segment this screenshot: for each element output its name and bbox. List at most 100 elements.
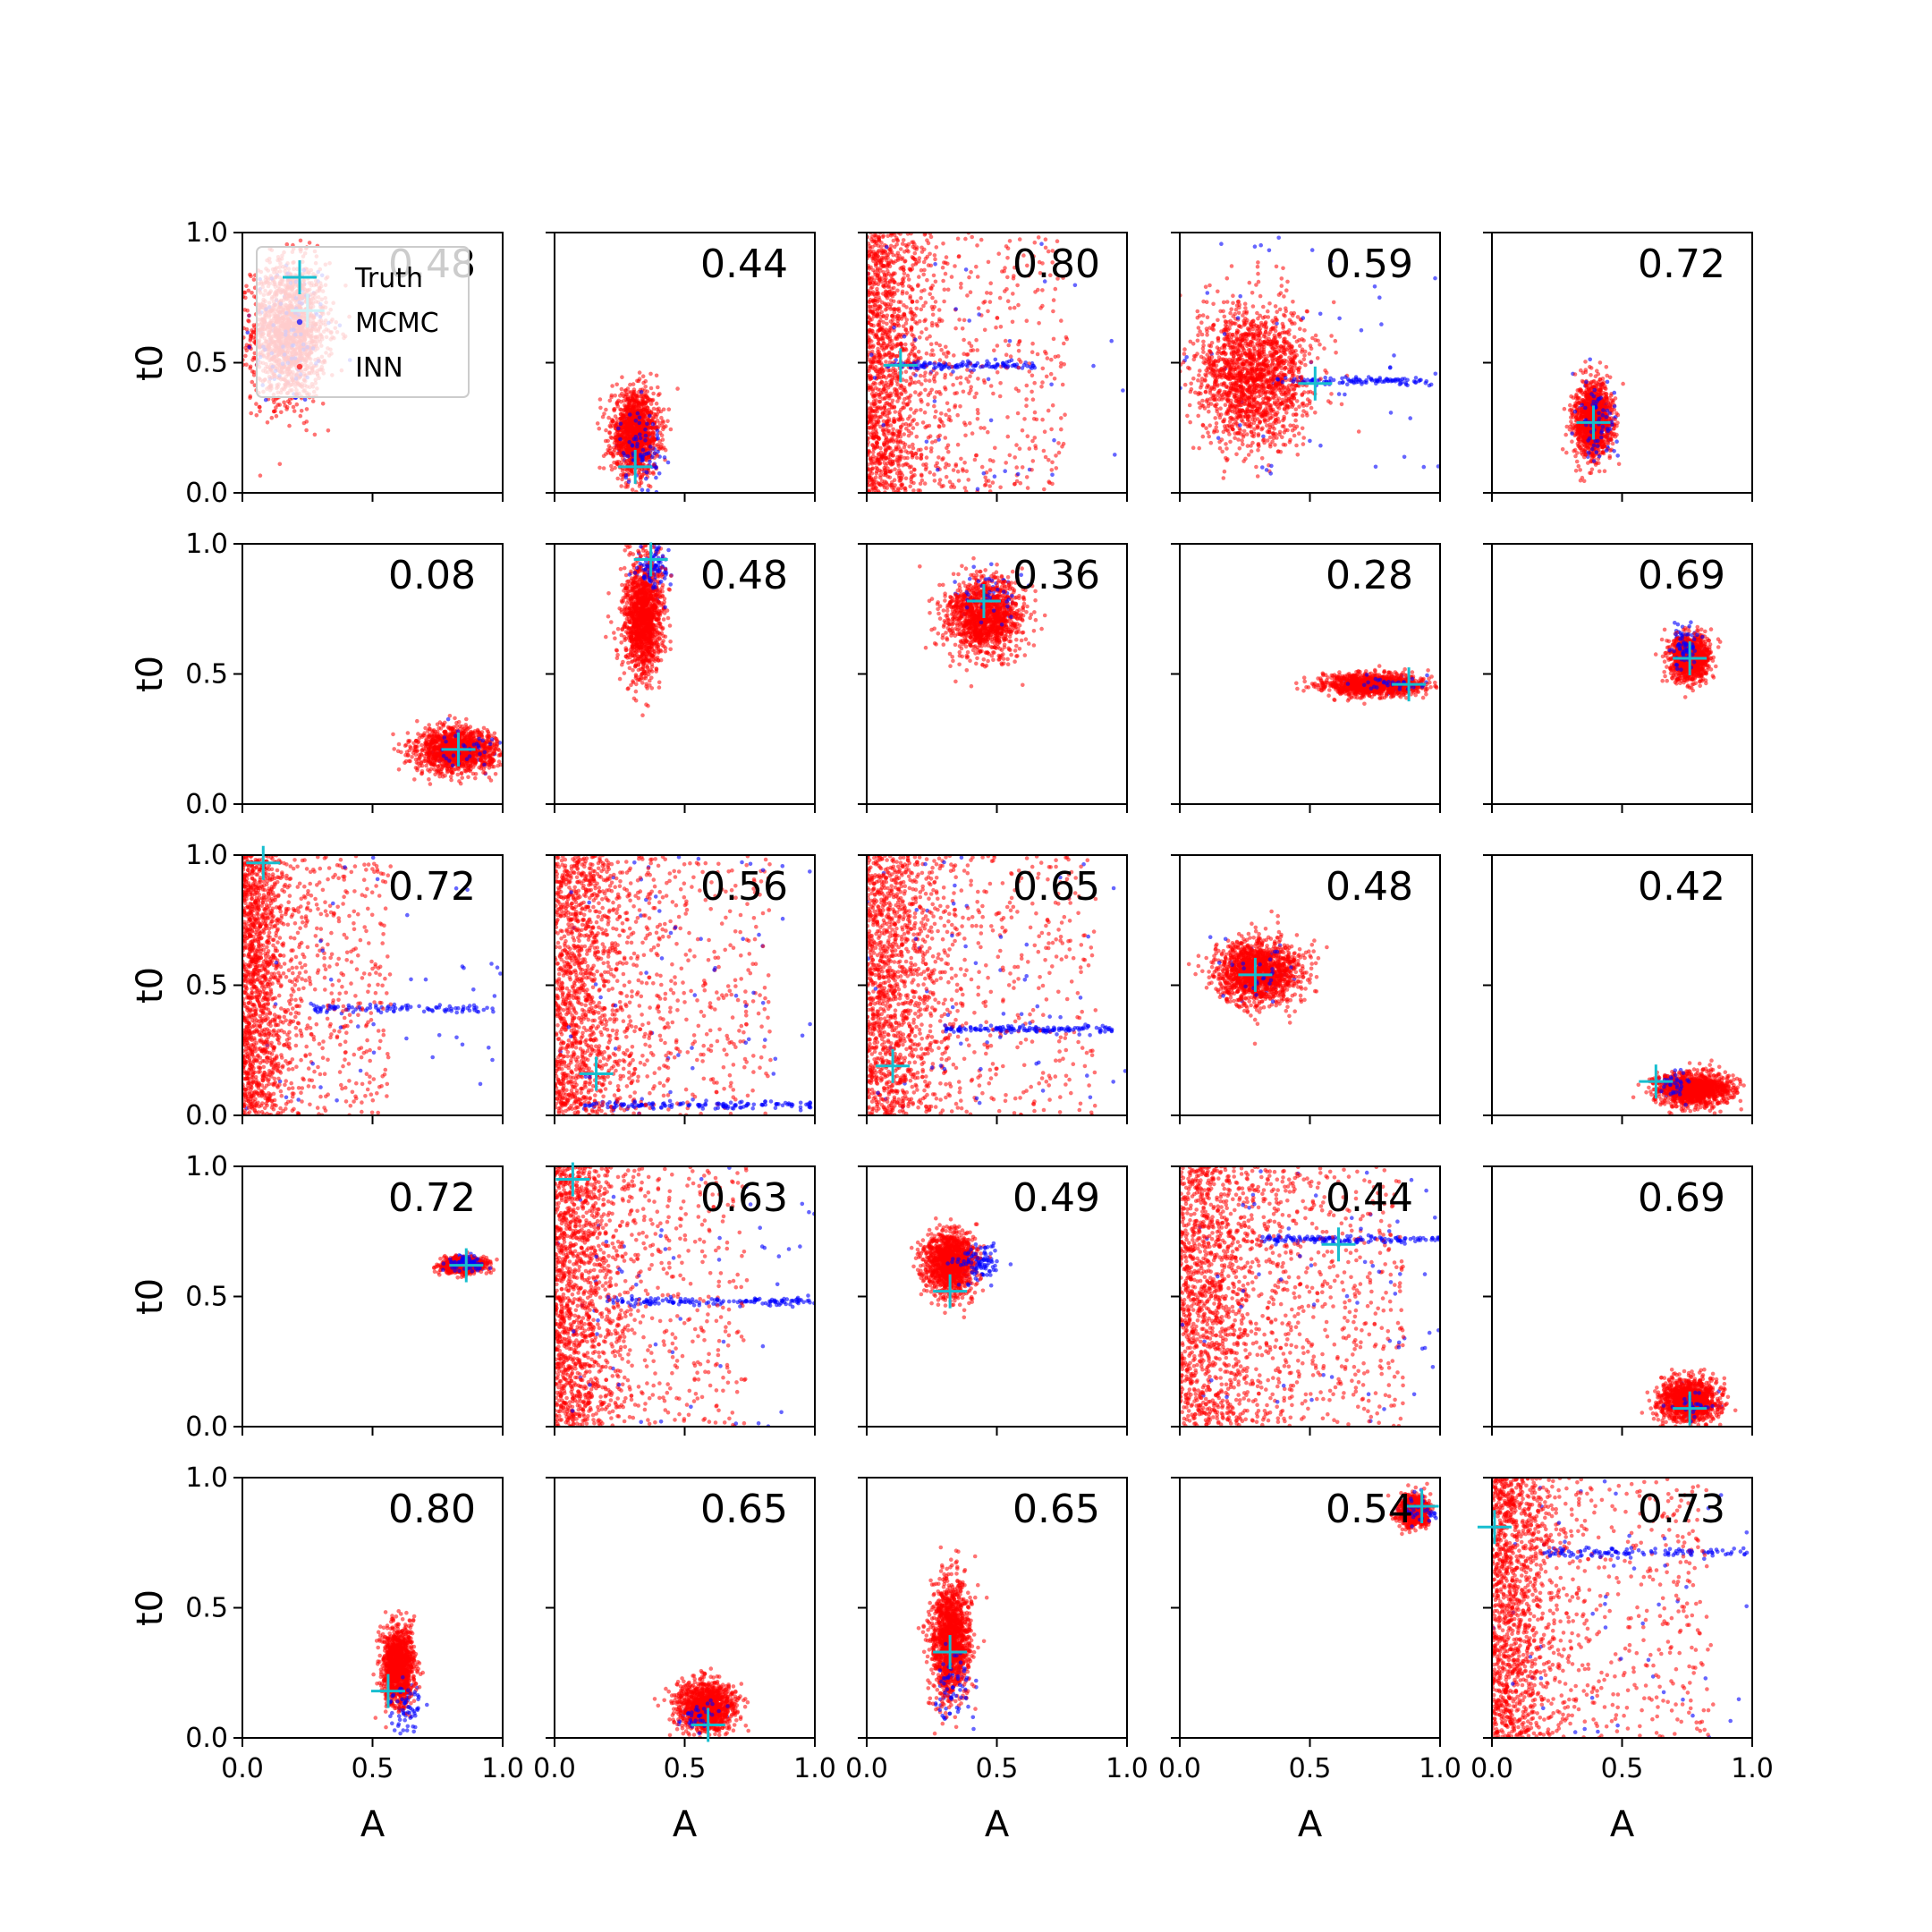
inn-point [310,399,316,403]
mcmc-point [932,361,936,367]
inn-point [872,282,877,287]
inn-point [882,386,886,392]
inn-point [939,411,944,416]
inn-point [867,329,871,334]
mcmc-point [932,366,936,370]
inn-point [973,453,979,458]
mcmc-point [1042,279,1047,284]
mcmc-point [869,352,874,358]
inn-point [970,234,974,240]
inn-point [885,482,890,487]
inn-point [655,407,659,412]
inn-point [607,398,613,403]
inn-point [615,476,620,481]
inn-point [661,427,665,432]
inn-point [614,402,620,407]
inn-point [899,486,903,490]
inn-point [932,395,937,400]
inn-point [637,484,642,488]
inn-point [597,465,602,470]
inn-point [265,420,270,425]
inn-point [912,468,917,472]
inn-point [614,437,619,443]
inn-point [979,464,985,470]
inn-point [982,327,987,333]
inn-point [620,442,624,446]
inn-point [1032,436,1038,440]
inn-point [650,440,656,445]
inn-point [965,293,970,298]
mcmc-point [1052,437,1056,443]
inn-point [298,413,303,419]
inn-point [283,403,288,408]
inn-point [919,289,924,293]
inn-point [916,283,920,287]
inn-point [922,481,928,486]
inn-point [613,432,618,436]
inn-point [886,263,891,267]
inn-point [1025,486,1030,490]
inn-point [885,321,889,326]
mcmc-point [643,433,648,438]
inn-point [894,242,899,247]
inn-point [1016,349,1021,353]
inn-point [1050,460,1055,465]
inn-point [881,320,886,325]
inn-point [869,265,873,270]
inn-point [887,437,892,443]
inn-point [988,384,994,388]
inn-point [252,294,257,299]
inn-point [876,350,880,354]
inn-point [298,238,303,243]
inn-point [883,395,888,401]
inn-point [659,442,664,447]
inn-point [875,267,880,273]
inn-point [941,242,945,246]
mcmc-point [916,366,921,371]
mcmc-point [951,369,955,374]
inn-point [913,257,918,262]
inn-point [607,431,612,436]
mcmc-point [643,427,648,432]
inn-point [902,258,908,264]
mcmc-point [912,366,917,370]
inn-point [875,445,880,450]
inn-point [950,482,955,487]
inn-point [1037,259,1042,265]
inn-point [928,352,934,357]
inn-point [926,402,930,407]
inn-point [902,396,907,402]
inn-point [610,419,615,424]
inn-point [643,378,648,384]
inn-point [995,343,1000,348]
mcmc-point [981,470,987,476]
inn-point [911,445,916,451]
inn-point [269,415,275,420]
inn-point [943,436,948,440]
inn-point [884,316,889,321]
y-tick-label: 0.5 [185,348,228,379]
inn-point [874,398,878,402]
inn-point [985,291,989,295]
inn-point [284,242,290,247]
inn-point [964,377,969,381]
inn-point [892,322,896,327]
inn-point [1032,410,1038,415]
inn-point [937,343,942,348]
inn-point [941,278,945,284]
inn-point [250,329,256,335]
inn-point [1014,479,1020,484]
inn-point [887,373,892,377]
inn-point [936,308,942,312]
mcmc-point [992,474,997,479]
inn-point [880,333,885,338]
inn-point [897,468,902,472]
inn-point [1046,458,1051,462]
inn-point [895,434,901,438]
inn-point [874,429,878,435]
inn-point [631,406,635,411]
mcmc-point [654,465,658,470]
inn-point [884,435,889,440]
inn-point [928,449,934,454]
inn-point [1005,299,1011,304]
